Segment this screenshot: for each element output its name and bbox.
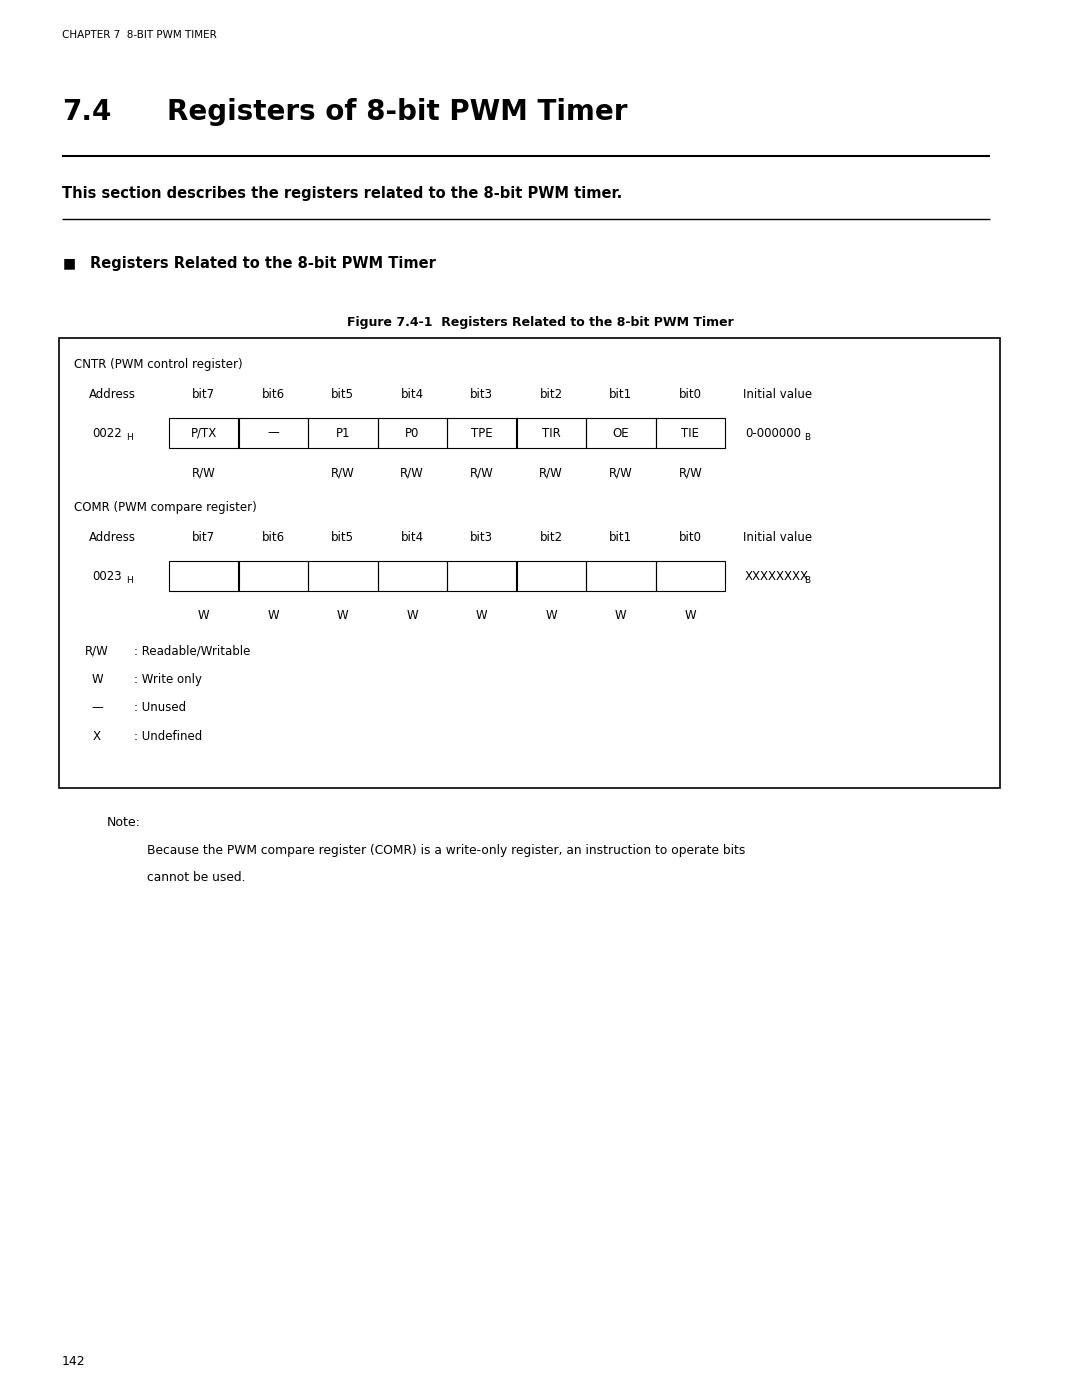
- Text: bit3: bit3: [470, 531, 494, 543]
- Text: bit7: bit7: [192, 531, 215, 543]
- Text: : Undefined: : Undefined: [134, 729, 202, 742]
- Bar: [308, 562, 378, 591]
- Text: bit4: bit4: [401, 531, 423, 543]
- Text: ■: ■: [63, 256, 76, 270]
- Text: W: W: [91, 672, 103, 686]
- Text: TIE: TIE: [681, 426, 699, 440]
- Text: : Readable/Writable: : Readable/Writable: [134, 644, 251, 657]
- Text: bit6: bit6: [261, 531, 285, 543]
- Text: W: W: [476, 609, 487, 622]
- Text: R/W: R/W: [678, 467, 702, 479]
- Bar: [656, 418, 725, 448]
- Text: B: B: [805, 433, 811, 441]
- Text: Registers Related to the 8-bit PWM Timer: Registers Related to the 8-bit PWM Timer: [90, 256, 436, 271]
- Text: W: W: [268, 609, 279, 622]
- Bar: [656, 562, 725, 591]
- Text: P0: P0: [405, 426, 419, 440]
- Text: CNTR (PWM control register): CNTR (PWM control register): [75, 358, 243, 372]
- Text: bit5: bit5: [332, 388, 354, 401]
- Text: W: W: [685, 609, 697, 622]
- Text: XXXXXXXX: XXXXXXXX: [745, 570, 809, 583]
- Bar: [447, 418, 516, 448]
- Text: Note:: Note:: [107, 816, 140, 828]
- Text: 7.4: 7.4: [62, 98, 111, 126]
- Text: Because the PWM compare register (COMR) is a write-only register, an instruction: Because the PWM compare register (COMR) …: [147, 844, 745, 856]
- Text: bit7: bit7: [192, 388, 215, 401]
- Text: P1: P1: [336, 426, 350, 440]
- Text: 0022: 0022: [92, 426, 122, 440]
- Text: bit0: bit0: [678, 531, 702, 543]
- Text: R/W: R/W: [470, 467, 494, 479]
- Text: 0023: 0023: [92, 570, 122, 583]
- Text: X: X: [93, 729, 102, 742]
- Text: R/W: R/W: [401, 467, 424, 479]
- Text: R/W: R/W: [539, 467, 563, 479]
- Text: H: H: [126, 576, 133, 585]
- Text: R/W: R/W: [609, 467, 633, 479]
- Bar: [516, 562, 586, 591]
- Text: 0-000000: 0-000000: [745, 426, 801, 440]
- Text: R/W: R/W: [330, 467, 354, 479]
- Bar: [239, 418, 308, 448]
- Text: bit1: bit1: [609, 531, 632, 543]
- Text: : Write only: : Write only: [134, 672, 202, 686]
- Text: W: W: [615, 609, 626, 622]
- Bar: [59, 338, 1000, 788]
- Text: OE: OE: [612, 426, 629, 440]
- Text: 142: 142: [62, 1355, 85, 1368]
- Text: W: W: [198, 609, 210, 622]
- Text: cannot be used.: cannot be used.: [147, 870, 245, 884]
- Text: bit4: bit4: [401, 388, 423, 401]
- Text: bit3: bit3: [470, 388, 494, 401]
- Text: Initial value: Initial value: [743, 531, 812, 543]
- Text: bit2: bit2: [540, 531, 563, 543]
- Text: bit6: bit6: [261, 388, 285, 401]
- Bar: [586, 562, 656, 591]
- Bar: [239, 562, 308, 591]
- Bar: [447, 562, 516, 591]
- Text: W: W: [406, 609, 418, 622]
- Text: : Unused: : Unused: [134, 701, 186, 714]
- Text: Initial value: Initial value: [743, 388, 812, 401]
- Text: Address: Address: [89, 388, 136, 401]
- Bar: [378, 418, 447, 448]
- Text: H: H: [126, 433, 133, 441]
- Bar: [586, 418, 656, 448]
- Text: R/W: R/W: [85, 644, 109, 657]
- Text: B: B: [805, 576, 811, 585]
- Text: This section describes the registers related to the 8-bit PWM timer.: This section describes the registers rel…: [62, 186, 622, 201]
- Text: bit1: bit1: [609, 388, 632, 401]
- Text: R/W: R/W: [192, 467, 216, 479]
- Text: bit0: bit0: [678, 388, 702, 401]
- Bar: [378, 562, 447, 591]
- Text: TIR: TIR: [542, 426, 561, 440]
- Text: bit5: bit5: [332, 531, 354, 543]
- Text: P/TX: P/TX: [191, 426, 217, 440]
- Text: —: —: [91, 701, 103, 714]
- Text: W: W: [545, 609, 557, 622]
- Bar: [168, 562, 239, 591]
- Text: W: W: [337, 609, 349, 622]
- Bar: [168, 418, 239, 448]
- Text: Registers of 8-bit PWM Timer: Registers of 8-bit PWM Timer: [167, 98, 627, 126]
- Text: COMR (PWM compare register): COMR (PWM compare register): [75, 502, 257, 514]
- Bar: [516, 418, 586, 448]
- Bar: [308, 418, 378, 448]
- Text: CHAPTER 7  8-BIT PWM TIMER: CHAPTER 7 8-BIT PWM TIMER: [62, 29, 217, 41]
- Text: Figure 7.4-1  Registers Related to the 8-bit PWM Timer: Figure 7.4-1 Registers Related to the 8-…: [347, 316, 733, 330]
- Text: Address: Address: [89, 531, 136, 543]
- Text: TPE: TPE: [471, 426, 492, 440]
- Text: —: —: [268, 426, 279, 440]
- Text: bit2: bit2: [540, 388, 563, 401]
